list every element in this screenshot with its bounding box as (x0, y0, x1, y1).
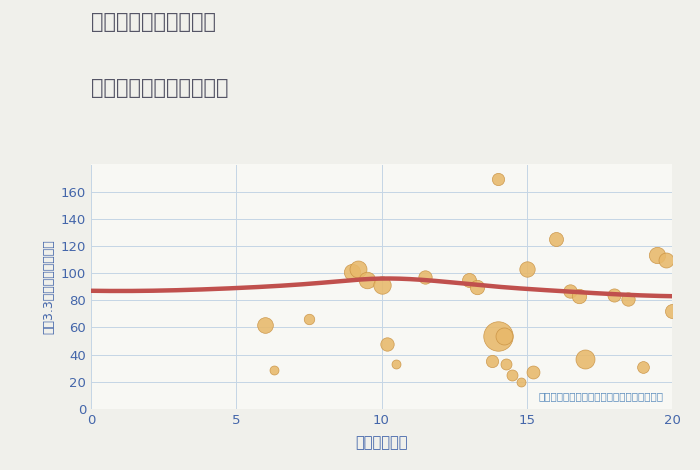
Y-axis label: 坪（3.3㎡）単価（万円）: 坪（3.3㎡）単価（万円） (42, 239, 55, 334)
Text: 埼玉県川越市上老袋の: 埼玉県川越市上老袋の (91, 12, 216, 32)
Point (498, 332, 509, 339)
Point (565, 287, 576, 295)
Point (382, 340, 393, 347)
Point (580, 355, 591, 362)
Point (638, 363, 649, 370)
Point (486, 358, 498, 365)
Point (361, 276, 372, 284)
Point (472, 283, 483, 290)
Point (268, 366, 279, 373)
Point (353, 265, 364, 273)
Text: 駅距離別中古戸建て価格: 駅距離別中古戸建て価格 (91, 78, 228, 98)
Point (550, 235, 561, 243)
Point (492, 176, 503, 183)
Point (661, 256, 672, 263)
X-axis label: 駅距離（分）: 駅距離（分） (355, 435, 407, 450)
Point (391, 360, 402, 368)
Point (376, 282, 387, 289)
Text: 円の大きさは、取引のあった物件面積を示す: 円の大きさは、取引のあった物件面積を示す (538, 392, 664, 401)
Point (521, 265, 532, 273)
Point (500, 360, 512, 368)
Point (303, 315, 314, 323)
Point (652, 252, 663, 259)
Point (527, 368, 538, 376)
Point (623, 295, 634, 303)
Point (463, 276, 475, 284)
Point (515, 378, 526, 385)
Point (260, 321, 271, 329)
Point (419, 274, 430, 281)
Point (666, 307, 678, 315)
Point (507, 371, 518, 379)
Point (492, 332, 503, 339)
Point (346, 268, 358, 275)
Point (608, 291, 620, 298)
Point (573, 292, 584, 300)
